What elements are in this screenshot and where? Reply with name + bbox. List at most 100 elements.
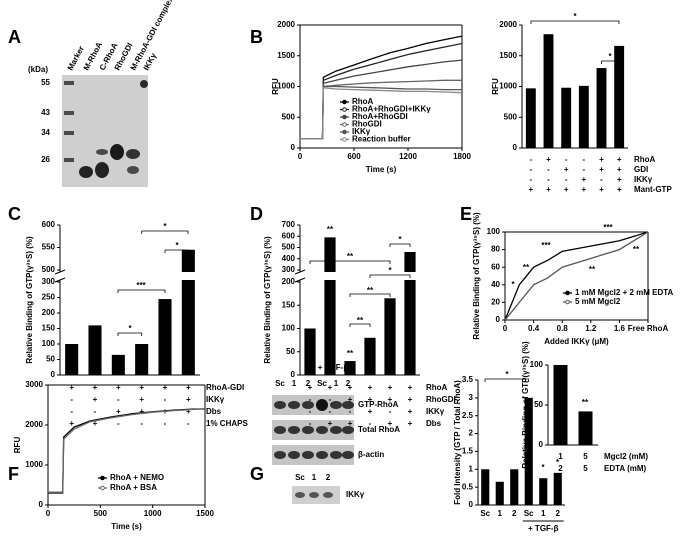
x-axis-label: Time (s) bbox=[111, 522, 142, 531]
condition-sign: + bbox=[564, 165, 569, 174]
blot-band bbox=[342, 426, 354, 434]
legend-marker bbox=[342, 137, 347, 142]
condition-sign: + bbox=[116, 407, 121, 416]
significance-mark: * bbox=[175, 241, 179, 250]
y-axis-label: Fold Intensity (GTP / Total RhoA) bbox=[453, 380, 462, 505]
condition-sign: - bbox=[369, 419, 372, 428]
condition-sign: + bbox=[599, 185, 604, 194]
blot-lane: 2 bbox=[346, 379, 351, 388]
significance-mark: * bbox=[511, 280, 515, 289]
condition-sign: - bbox=[94, 407, 97, 416]
legend-label: RhoGDI bbox=[352, 120, 382, 129]
y-tick-label: 100 bbox=[282, 324, 296, 333]
blot-band bbox=[302, 426, 314, 434]
condition-sign: + bbox=[408, 419, 413, 428]
bar bbox=[304, 328, 316, 375]
condition-sign: + bbox=[328, 383, 333, 392]
bar bbox=[614, 45, 625, 148]
bar bbox=[561, 87, 572, 148]
significance-mark: *** bbox=[136, 281, 146, 290]
condition-sign: - bbox=[164, 395, 167, 404]
bar bbox=[553, 472, 562, 505]
blot-band bbox=[274, 401, 286, 409]
condition-sign: 1 bbox=[558, 452, 563, 461]
condition-sign: + bbox=[408, 383, 413, 392]
blot-lane: 1 bbox=[334, 379, 339, 388]
line-series bbox=[48, 407, 206, 493]
legend-marker bbox=[565, 299, 570, 305]
significance-bracket bbox=[601, 60, 620, 64]
significance-bracket bbox=[389, 243, 411, 247]
condition-sign: - bbox=[187, 419, 190, 428]
legend-marker bbox=[100, 485, 105, 491]
y-axis-label: RFU bbox=[491, 78, 500, 95]
condition-sign: - bbox=[309, 407, 312, 416]
condition-sign: - bbox=[140, 419, 143, 428]
significance-mark: ** bbox=[327, 225, 334, 234]
blot-lane: 2 bbox=[326, 473, 331, 482]
condition-sign: + bbox=[564, 185, 569, 194]
x-tick-label: 600 bbox=[347, 152, 361, 161]
bar bbox=[324, 237, 336, 375]
significance-mark: * bbox=[388, 266, 392, 275]
bar bbox=[510, 469, 519, 505]
y-tick-label: 1000 bbox=[25, 460, 43, 469]
condition-sign: + bbox=[93, 419, 98, 428]
blot-row-label: GTP-RhoA bbox=[358, 400, 399, 409]
blot-band bbox=[288, 426, 300, 434]
significance-mark: ** bbox=[347, 349, 354, 358]
blot-band bbox=[316, 399, 328, 411]
y-tick-label: 400 bbox=[282, 254, 296, 263]
y-tick-label: 3.5 bbox=[462, 375, 474, 384]
condition-label: GDI bbox=[634, 165, 648, 174]
panel-letter: A bbox=[8, 27, 21, 47]
line-series bbox=[504, 231, 649, 321]
y-tick-label: 100 bbox=[42, 339, 56, 348]
condition-sign: - bbox=[349, 407, 352, 416]
bar bbox=[539, 478, 548, 505]
y-tick-label: 300 bbox=[282, 265, 296, 274]
y-tick-label: 2 bbox=[469, 429, 474, 438]
legend-marker bbox=[342, 122, 347, 127]
condition-sign: - bbox=[329, 395, 332, 404]
y-tick-label: 500 bbox=[504, 112, 518, 121]
y-tick-label: 150 bbox=[282, 300, 296, 309]
blot-band bbox=[295, 492, 305, 498]
significance-mark: ** bbox=[523, 263, 530, 272]
blot-band bbox=[316, 426, 328, 434]
y-tick-label: 50 bbox=[286, 347, 295, 356]
condition-sign: + bbox=[408, 407, 413, 416]
axis-break bbox=[296, 272, 420, 280]
x-tick-label: Sc bbox=[524, 509, 534, 518]
condition-sign: - bbox=[565, 175, 568, 184]
y-tick-label: 1000 bbox=[499, 82, 517, 91]
condition-sign: - bbox=[600, 175, 603, 184]
x-tick-label: 2 bbox=[556, 509, 561, 518]
y-tick-label: 300 bbox=[42, 277, 56, 286]
y-tick-label: 500 bbox=[282, 112, 296, 121]
bar bbox=[596, 68, 607, 148]
condition-sign: + bbox=[617, 185, 622, 194]
condition-sign: + bbox=[388, 419, 393, 428]
condition-sign: + bbox=[368, 395, 373, 404]
y-tick-label: 1 bbox=[469, 464, 474, 473]
blot-band bbox=[302, 451, 314, 459]
condition-label: Dbs bbox=[426, 419, 442, 428]
bar bbox=[524, 397, 533, 505]
gel-marker: 55 bbox=[41, 78, 50, 87]
condition-sign: + bbox=[348, 419, 353, 428]
y-tick-label: 100 bbox=[487, 227, 501, 236]
condition-sign: + bbox=[186, 395, 191, 404]
y-tick-label: 600 bbox=[282, 231, 296, 240]
blot-band bbox=[342, 401, 354, 409]
blot-band bbox=[342, 451, 354, 459]
legend-label: RhoA + NEMO bbox=[110, 473, 164, 482]
axis-break-mark bbox=[294, 277, 306, 283]
condition-sign: + bbox=[408, 395, 413, 404]
y-tick-label: 200 bbox=[282, 277, 296, 286]
blot-band bbox=[330, 401, 342, 409]
y-tick-label: 200 bbox=[42, 308, 56, 317]
legend-marker bbox=[100, 475, 105, 481]
bar bbox=[181, 249, 195, 375]
y-tick-label: 0 bbox=[51, 370, 56, 379]
